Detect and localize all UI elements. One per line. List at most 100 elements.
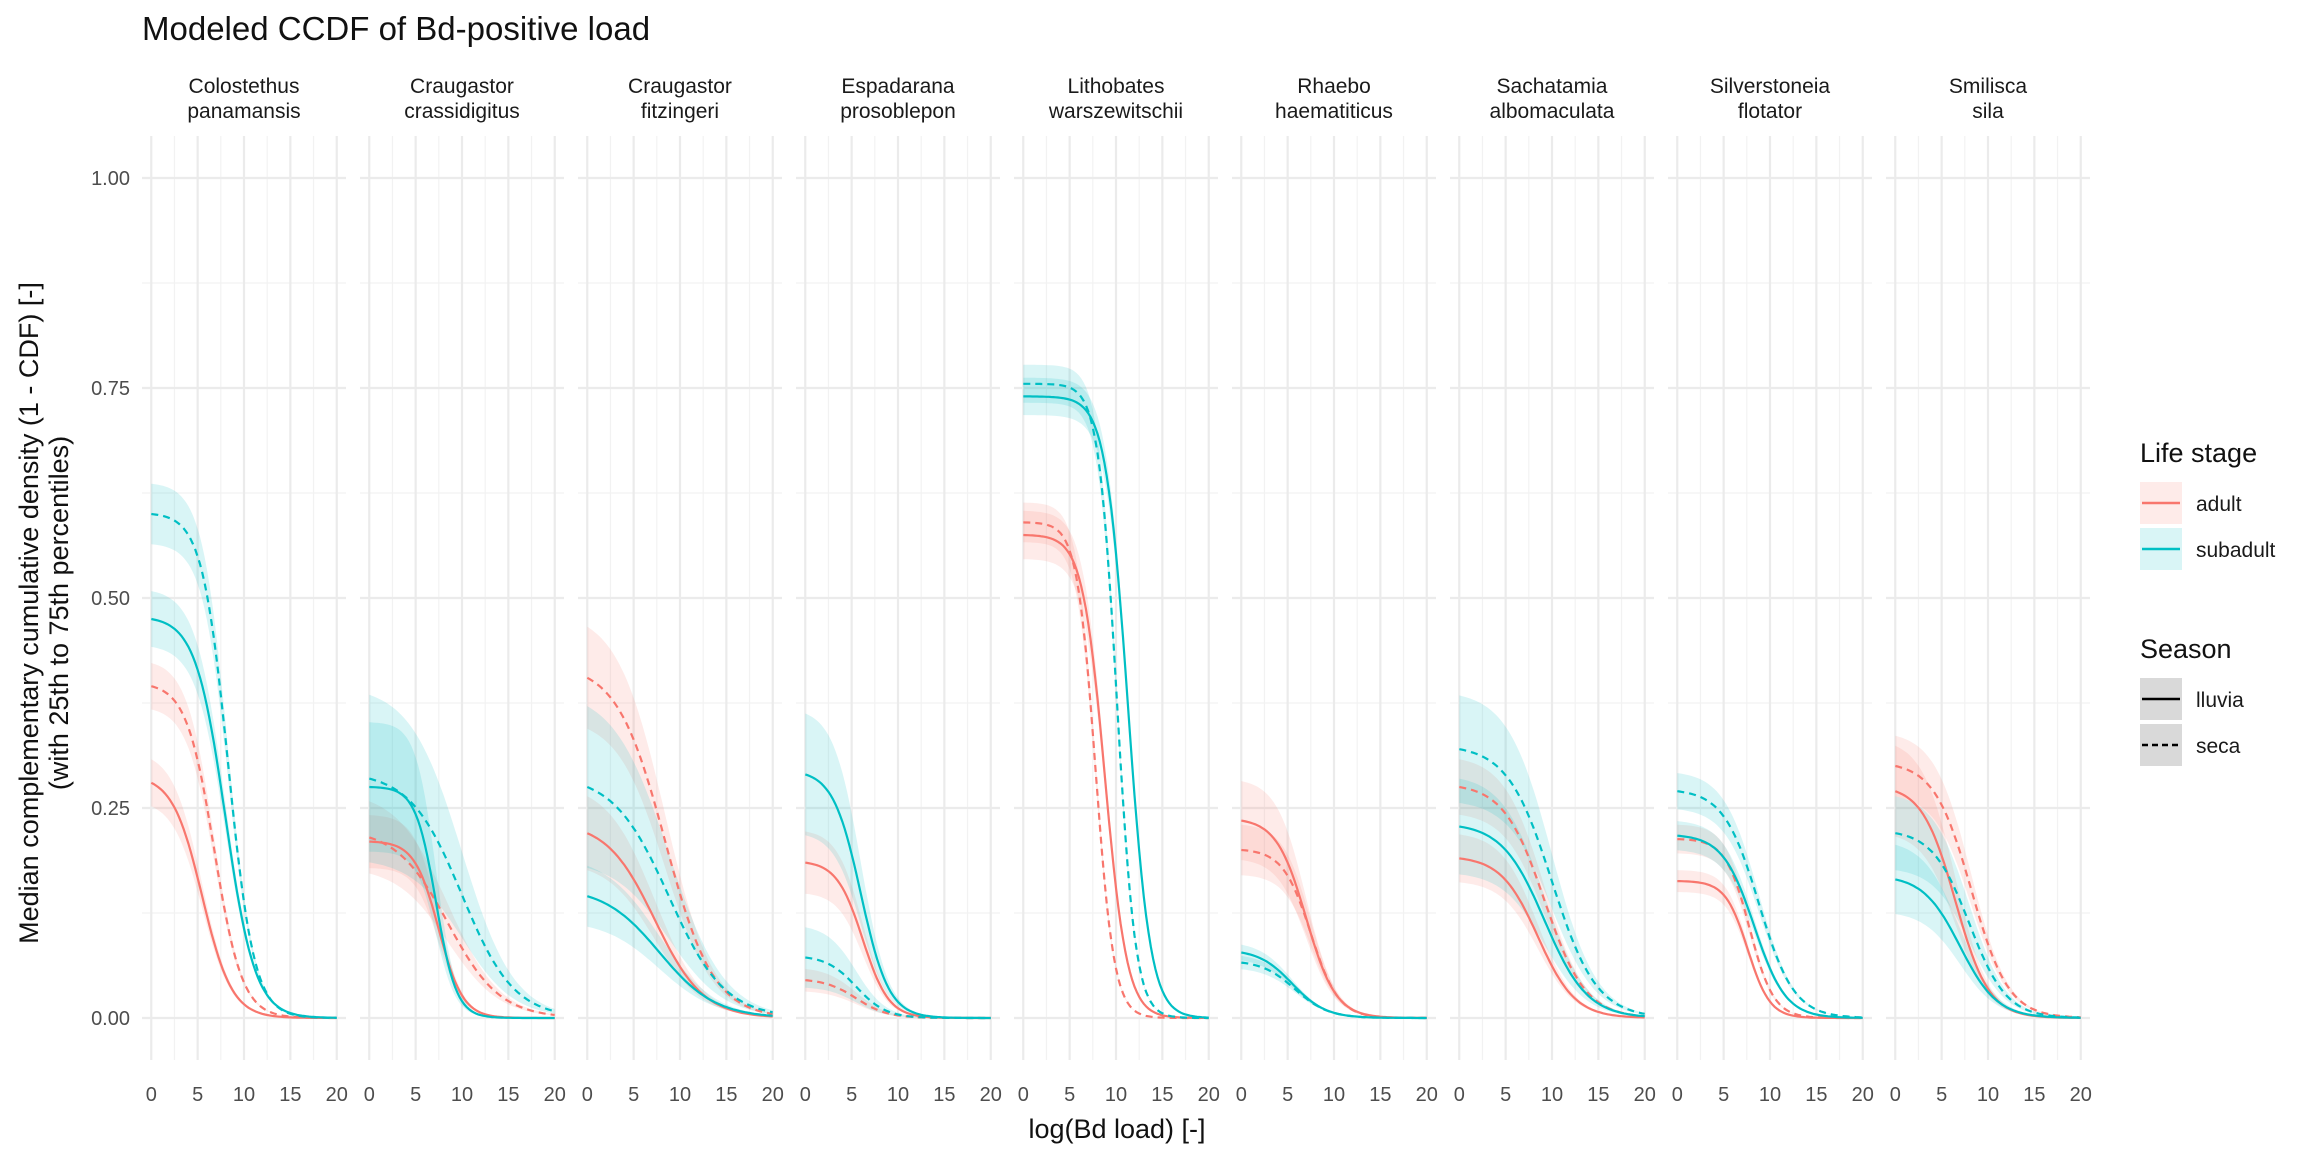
x-tick-label: 20 xyxy=(762,1084,784,1106)
ribbon-adult-seca xyxy=(1241,824,1427,1018)
y-axis-title-line-1: Median complementary cumulative density … xyxy=(14,282,44,944)
line-subadult-lluvia xyxy=(1895,878,2081,1019)
x-tick-label: 10 xyxy=(1105,1084,1127,1106)
x-tick-label: 5 xyxy=(1936,1084,1947,1106)
line-subadult-lluvia xyxy=(586,895,773,1017)
line-adult-seca xyxy=(1023,521,1209,1020)
ribbon-adult-seca xyxy=(587,626,773,1015)
ribbon-adult-lluvia xyxy=(1241,781,1427,1018)
ribbon-subadult-seca xyxy=(1895,796,2081,1018)
line-subadult-seca xyxy=(586,785,773,1014)
y-axis-title-line-2: (with 25th to 75th percentiles) xyxy=(44,436,74,790)
line-subadult-seca xyxy=(1677,790,1863,1019)
x-tick-label: 0 xyxy=(364,1084,375,1106)
x-tick-label: 15 xyxy=(1805,1084,1827,1106)
y-tick-label: 0.00 xyxy=(91,1008,130,1030)
line-adult-lluvia xyxy=(1023,533,1209,1020)
x-tick-label: 20 xyxy=(1634,1084,1656,1106)
ribbon-subadult-seca xyxy=(1023,364,1209,1018)
x-tick-label: 0 xyxy=(1454,1084,1465,1106)
line-subadult-lluvia xyxy=(369,785,555,1020)
x-tick-label: 15 xyxy=(2023,1084,2045,1106)
ribbon-subadult-seca xyxy=(1241,955,1427,1018)
x-tick-label: 15 xyxy=(497,1084,519,1106)
facet-strip-label: Sachatamia xyxy=(1497,75,1608,98)
x-tick-label: 15 xyxy=(933,1084,955,1106)
x-tick-label: 15 xyxy=(279,1084,301,1106)
y-tick-label: 0.75 xyxy=(91,378,130,400)
line-adult-lluvia xyxy=(1459,857,1645,1019)
facet-strip-label: Rhaebo xyxy=(1297,75,1371,98)
facet-strip-label: crassidigitus xyxy=(404,100,520,123)
y-axis-title: Median complementary cumulative density … xyxy=(14,282,74,944)
x-tick-label: 20 xyxy=(1198,1084,1220,1106)
x-tick-label: 20 xyxy=(980,1084,1002,1106)
x-tick-label: 5 xyxy=(1064,1084,1075,1106)
x-tick-label: 10 xyxy=(1759,1084,1781,1106)
ribbon-subadult-lluvia xyxy=(369,722,555,1018)
x-axis-title: log(Bd load) [-] xyxy=(1028,1114,1205,1144)
legend-label-seca: seca xyxy=(2196,735,2241,758)
ribbon-subadult-lluvia xyxy=(1459,778,1645,1017)
facet-strip-label: flotator xyxy=(1738,100,1802,123)
ribbon-subadult-lluvia xyxy=(1241,944,1427,1018)
line-adult-seca xyxy=(1677,838,1863,1020)
facet-strip-label: sila xyxy=(1972,100,2004,123)
line-subadult-lluvia xyxy=(1459,825,1645,1018)
x-tick-label: 15 xyxy=(1151,1084,1173,1106)
chart-title: Modeled CCDF of Bd-positive load xyxy=(142,10,650,47)
ribbon-adult-seca xyxy=(369,801,555,1016)
y-axis-ticks: 0.00 0.25 0.50 0.75 1.00 xyxy=(91,168,130,1030)
line-subadult-seca xyxy=(1459,748,1645,1015)
x-tick-label: 10 xyxy=(887,1084,909,1106)
x-tick-label: 10 xyxy=(233,1084,255,1106)
facet-strip-label: fitzingeri xyxy=(641,100,719,123)
line-adult-seca xyxy=(1895,764,2081,1019)
x-tick-label: 10 xyxy=(451,1084,473,1106)
line-adult-seca xyxy=(1241,848,1427,1020)
facet-strip-label: Silverstoneia xyxy=(1710,75,1831,98)
facet-strip-label: Smilisca xyxy=(1949,75,2027,98)
x-tick-label: 0 xyxy=(1890,1084,1901,1106)
facet-strip-label: haematiticus xyxy=(1275,100,1393,123)
x-tick-label: 20 xyxy=(2070,1084,2092,1106)
y-tick-label: 1.00 xyxy=(91,168,130,190)
x-tick-label: 15 xyxy=(1587,1084,1609,1106)
x-tick-label: 0 xyxy=(582,1084,593,1106)
x-tick-label: 5 xyxy=(410,1084,421,1106)
ribbon-adult-seca xyxy=(805,968,991,1018)
ribbon-adult-lluvia xyxy=(587,796,773,1017)
line-subadult-lluvia xyxy=(1023,395,1209,1019)
legend-title-life-stage: Life stage xyxy=(2140,438,2257,468)
line-subadult-seca xyxy=(1895,832,2081,1019)
facet-strip-label: prosoblepon xyxy=(840,100,956,123)
line-adult-seca xyxy=(1459,785,1645,1018)
facet-strip-label: Craugastor xyxy=(628,75,732,98)
x-tick-label: 20 xyxy=(1416,1084,1438,1106)
facet-strip-label: Espadarana xyxy=(841,75,955,98)
x-tick-label: 10 xyxy=(669,1084,691,1106)
x-tick-label: 5 xyxy=(1282,1084,1293,1106)
ribbon-subadult-seca xyxy=(587,706,773,1015)
x-tick-label: 5 xyxy=(1718,1084,1729,1106)
legend: Life stage adult subadult Season lluvia seca xyxy=(2140,438,2276,766)
ribbon-adult-lluvia xyxy=(151,759,337,1018)
x-tick-label: 20 xyxy=(1852,1084,1874,1106)
x-tick-label: 0 xyxy=(1018,1084,1029,1106)
x-tick-label: 15 xyxy=(1369,1084,1391,1106)
ribbon-subadult-lluvia xyxy=(1895,844,2081,1018)
line-adult-lluvia xyxy=(586,832,773,1018)
ribbon-adult-lluvia xyxy=(805,831,991,1018)
x-tick-label: 5 xyxy=(192,1084,203,1106)
y-tick-label: 0.50 xyxy=(91,588,130,610)
ribbon-adult-seca xyxy=(1459,759,1645,1017)
